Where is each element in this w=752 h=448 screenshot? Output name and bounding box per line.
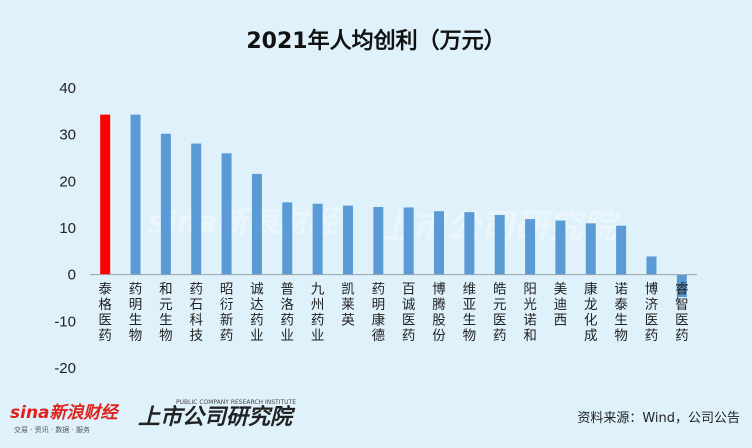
sina-logo-text: sina新浪财经 — [10, 403, 120, 423]
category-label: 维亚生物 — [463, 282, 477, 345]
bar — [464, 212, 475, 275]
category-label: 百诚医药 — [402, 282, 416, 345]
category-label: 阳光诺和 — [523, 282, 537, 345]
institute-logo: 上市公司研究院 PUBLIC COMPANY RESEARCH INSTITUT… — [138, 399, 296, 430]
bar — [342, 205, 353, 275]
bar — [100, 114, 111, 275]
y-axis: -20 -10 0 10 20 30 40 — [54, 80, 76, 377]
category-labels: 泰格医药 药明生物 和元生物 药石科技 昭衍新药 诚达药业 普洛药业 九州药业 凯莱英 药明康德 百… — [98, 281, 689, 345]
category-label: 凯莱英 — [341, 282, 355, 329]
y-tick-label: -20 — [54, 360, 76, 377]
bar — [312, 203, 323, 275]
category-label: 药明康德 — [372, 282, 386, 345]
bar — [555, 220, 566, 275]
bar — [130, 114, 141, 275]
y-tick-label: 20 — [59, 173, 76, 190]
bar — [616, 225, 627, 275]
category-label: 博腾股份 — [432, 281, 446, 345]
bar — [676, 274, 687, 298]
chart-title: 2021年人均创利（万元） — [246, 28, 505, 54]
sina-logo: sina新浪财经 交易 · 资讯 · 数据 · 服务 — [10, 403, 120, 434]
category-label: 博济医药 — [645, 281, 659, 345]
institute-logo-text: 上市公司研究院 — [138, 404, 296, 430]
y-tick-label: 40 — [59, 80, 76, 97]
category-label: 药石科技 — [189, 282, 203, 345]
bar — [282, 202, 293, 275]
bar — [160, 133, 171, 275]
watermark: sina新浪财经 上市公司研究院 — [148, 205, 622, 247]
category-label: 泰格医药 — [98, 282, 112, 345]
sina-logo-subtext: 交易 · 资讯 · 数据 · 服务 — [14, 425, 90, 434]
bar — [373, 207, 384, 275]
institute-logo-subtext: PUBLIC COMPANY RESEARCH INSTITUTE — [176, 399, 296, 406]
category-label: 普洛药业 — [281, 282, 295, 345]
source-note: 资料来源：Wind，公司公告 — [577, 411, 740, 426]
category-label: 药明生物 — [129, 282, 143, 345]
bars — [100, 114, 687, 298]
category-label: 皓元医药 — [493, 282, 507, 345]
category-label: 和元生物 — [159, 282, 173, 345]
category-label: 九州药业 — [311, 282, 325, 345]
bar — [585, 223, 596, 275]
bar — [525, 219, 536, 275]
bar — [403, 207, 414, 275]
y-tick-label: 10 — [59, 220, 76, 237]
y-tick-label: 30 — [59, 127, 76, 144]
bar — [646, 256, 657, 275]
category-label: 美迪西 — [554, 282, 568, 329]
category-label: 诺泰生物 — [614, 282, 628, 345]
bar — [251, 173, 262, 275]
category-label: 诚达药业 — [250, 282, 264, 345]
bar — [221, 153, 232, 275]
bar — [191, 143, 202, 275]
category-label: 昭衍新药 — [220, 282, 234, 345]
category-label: 康龙化成 — [584, 281, 598, 345]
y-tick-label: 0 — [68, 267, 76, 284]
y-tick-label: -10 — [54, 313, 76, 330]
category-label: 睿智医药 — [675, 282, 689, 345]
bar — [434, 211, 445, 275]
watermark-sina: sina新浪财经 — [148, 205, 342, 240]
bar — [494, 214, 505, 275]
